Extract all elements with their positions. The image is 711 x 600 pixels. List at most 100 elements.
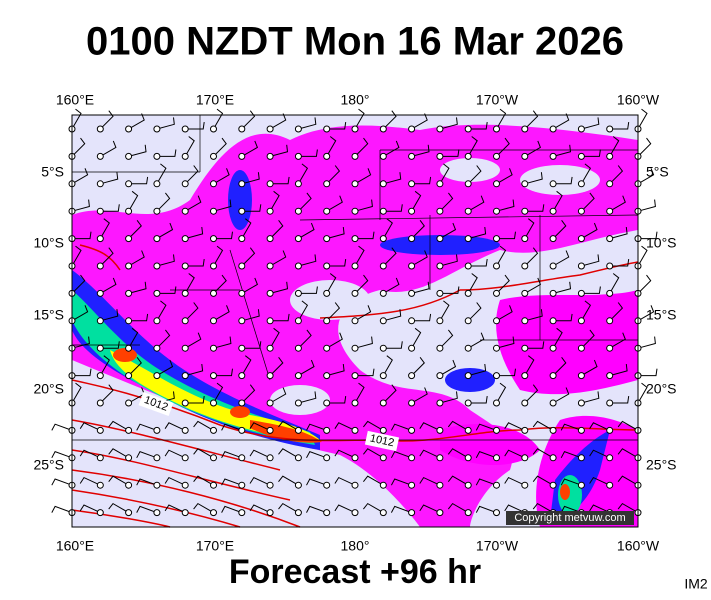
wind-barb	[298, 329, 312, 349]
wind-barb	[363, 502, 384, 514]
station-dot	[210, 152, 217, 160]
station-dot	[125, 399, 133, 407]
wind-barb	[326, 122, 347, 130]
wind-barb	[552, 144, 572, 157]
station-dot	[577, 481, 585, 489]
wind-barb	[241, 341, 262, 349]
station-dot	[294, 262, 302, 270]
wind-barb	[249, 504, 271, 514]
station-dot	[408, 344, 416, 352]
wind-barb	[354, 336, 373, 349]
wind-barb	[128, 250, 145, 267]
station-dot	[125, 262, 133, 270]
station-dot	[96, 207, 104, 215]
wind-barb	[213, 336, 232, 349]
wind-barb	[496, 274, 510, 294]
station-dot	[379, 289, 387, 297]
wind-barb	[100, 140, 117, 157]
station-dot	[210, 481, 217, 489]
station-dot	[464, 372, 472, 380]
wind-barb	[439, 254, 458, 267]
wind-barb	[447, 502, 469, 514]
wind-barb	[51, 423, 73, 431]
station-dot	[606, 372, 614, 380]
wind-barb	[128, 190, 139, 212]
wind-barb	[326, 396, 347, 404]
wind-barb	[298, 117, 317, 130]
forecast-caption: Forecast +96 hr	[229, 553, 481, 591]
wind-barb	[51, 450, 73, 459]
station-dot	[521, 207, 529, 215]
wind-barb	[524, 204, 545, 212]
station-dot	[96, 262, 104, 270]
wind-barb	[637, 305, 655, 322]
station-dot	[238, 399, 246, 407]
station-dot	[606, 426, 614, 434]
station-dot	[521, 399, 529, 407]
station-dot	[408, 152, 416, 160]
wind-barb	[128, 113, 145, 130]
wind-barb	[108, 448, 129, 459]
wind-barb	[475, 450, 497, 459]
wind-barb	[560, 478, 582, 486]
wind-barb	[496, 168, 513, 185]
wind-barb	[79, 422, 101, 431]
station-dot	[351, 289, 359, 297]
station-dot	[464, 235, 472, 243]
station-dot	[351, 509, 359, 517]
wind-barb	[269, 220, 284, 239]
wind-barb	[609, 396, 630, 404]
station-dot	[379, 481, 387, 489]
wind-barb	[184, 136, 195, 157]
wind-barb	[496, 137, 510, 157]
station-dot	[464, 344, 472, 352]
wind-barb	[213, 108, 224, 130]
station-dot	[323, 125, 331, 133]
station-dot	[96, 317, 104, 325]
wind-barb	[609, 273, 620, 294]
wind-barb	[164, 422, 186, 431]
wind-barb	[99, 247, 114, 267]
station-dot	[408, 481, 416, 489]
station-dot	[294, 399, 302, 407]
wind-barb	[475, 423, 497, 431]
station-dot	[464, 454, 472, 462]
wind-barb	[390, 450, 412, 459]
wind-barb	[524, 172, 543, 185]
station-dot	[125, 289, 133, 297]
station-dot	[153, 180, 161, 188]
wind-barb	[354, 168, 372, 185]
station-dot	[577, 317, 585, 325]
wind-barb	[221, 423, 242, 431]
station-dot	[181, 317, 189, 325]
wind-barb	[524, 140, 542, 157]
map: 1012 1012 Copyright metvuw.com	[51, 108, 658, 528]
lon-label: 170°W	[476, 538, 519, 554]
station-dot	[493, 152, 500, 160]
station-dot	[181, 289, 189, 297]
wind-barb	[383, 309, 402, 322]
station-dot	[323, 509, 331, 517]
station-dot	[549, 317, 557, 325]
wind-barb	[447, 420, 469, 431]
wind-barb	[241, 218, 252, 239]
wind-barb	[193, 502, 214, 514]
wind-barb	[136, 478, 158, 486]
wind-barb	[411, 250, 428, 267]
wind-barb	[326, 302, 341, 322]
wind-barb	[185, 226, 204, 240]
station-dot	[153, 454, 161, 462]
wind-barb	[524, 309, 543, 322]
wind-barb	[270, 176, 290, 185]
wind-barb	[71, 137, 86, 157]
wind-barb	[156, 329, 171, 349]
wind-barb	[326, 195, 343, 212]
station-dot	[181, 481, 189, 489]
wind-barb	[241, 309, 260, 322]
station-dot	[379, 317, 387, 325]
wind-barb	[411, 387, 428, 404]
station-dot	[238, 481, 246, 489]
wind-barb	[439, 117, 458, 130]
station-dot	[549, 426, 557, 434]
wind-barb	[221, 450, 242, 459]
